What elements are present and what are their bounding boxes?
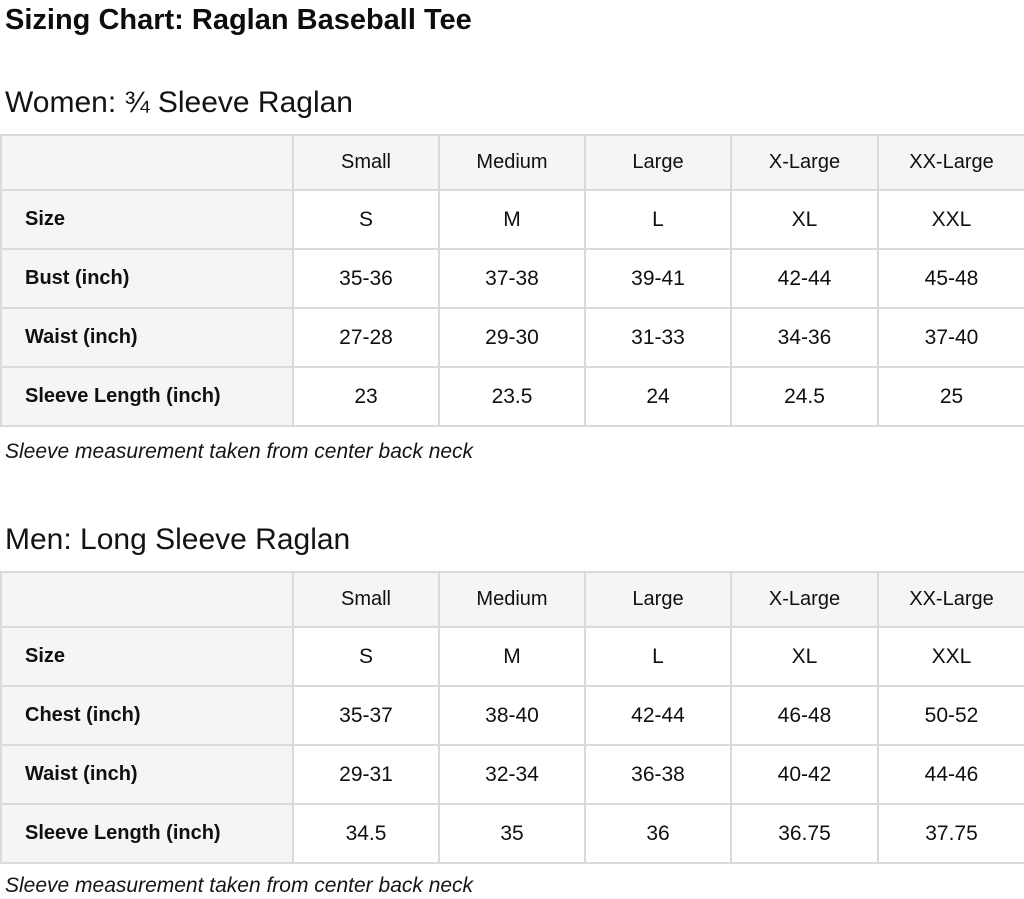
cell-waist-xl: 34-36: [730, 307, 879, 368]
page-title: Sizing Chart: Raglan Baseball Tee: [5, 4, 472, 36]
row-label-sleeve-length: Sleeve Length (inch): [0, 366, 294, 427]
column-header-small: Small: [292, 134, 440, 191]
cell-bust-l: 39-41: [584, 248, 732, 309]
row-label-bust: Bust (inch): [0, 248, 294, 309]
table-row-chest: Chest (inch) 35-37 38-40 42-44 46-48 50-…: [0, 685, 1024, 746]
cell-size-xl: XL: [730, 626, 879, 687]
table-row-sleeve: Sleeve Length (inch) 23 23.5 24 24.5 25: [0, 366, 1024, 427]
section-heading-women: Women: ¾ Sleeve Raglan: [5, 86, 353, 119]
women-sizing-table: Small Medium Large X-Large XX-Large Size…: [0, 134, 1024, 427]
column-header-large: Large: [584, 134, 732, 191]
table-header-row: Small Medium Large X-Large XX-Large: [0, 134, 1024, 191]
column-header-xxlarge: XX-Large: [877, 134, 1024, 191]
men-sizing-table: Small Medium Large X-Large XX-Large Size…: [0, 571, 1024, 864]
table-row-waist: Waist (inch) 27-28 29-30 31-33 34-36 37-…: [0, 307, 1024, 368]
cell-sleeve-s: 23: [292, 366, 440, 427]
cell-sleeve-xxl: 37.75: [877, 803, 1024, 864]
cell-size-xxl: XXL: [877, 189, 1024, 250]
table-row-bust: Bust (inch) 35-36 37-38 39-41 42-44 45-4…: [0, 248, 1024, 309]
row-label-waist: Waist (inch): [0, 744, 294, 805]
cell-chest-l: 42-44: [584, 685, 732, 746]
cell-size-l: L: [584, 626, 732, 687]
cell-size-m: M: [438, 626, 586, 687]
cell-sleeve-xl: 36.75: [730, 803, 879, 864]
column-header-xxlarge: XX-Large: [877, 571, 1024, 628]
cell-sleeve-m: 23.5: [438, 366, 586, 427]
cell-size-l: L: [584, 189, 732, 250]
cell-chest-s: 35-37: [292, 685, 440, 746]
cell-waist-xl: 40-42: [730, 744, 879, 805]
cell-waist-l: 31-33: [584, 307, 732, 368]
cell-waist-s: 27-28: [292, 307, 440, 368]
cell-sleeve-xxl: 25: [877, 366, 1024, 427]
cell-sleeve-xl: 24.5: [730, 366, 879, 427]
cell-waist-xxl: 44-46: [877, 744, 1024, 805]
row-label-sleeve-length: Sleeve Length (inch): [0, 803, 294, 864]
cell-bust-xl: 42-44: [730, 248, 879, 309]
section-heading-men: Men: Long Sleeve Raglan: [5, 523, 351, 556]
men-table-note: Sleeve measurement taken from center bac…: [5, 874, 474, 897]
cell-sleeve-l: 24: [584, 366, 732, 427]
cell-chest-xl: 46-48: [730, 685, 879, 746]
cell-size-m: M: [438, 189, 586, 250]
cell-chest-m: 38-40: [438, 685, 586, 746]
women-table-note: Sleeve measurement taken from center bac…: [5, 440, 474, 463]
corner-cell: [0, 571, 294, 628]
corner-cell: [0, 134, 294, 191]
cell-bust-s: 35-36: [292, 248, 440, 309]
cell-chest-xxl: 50-52: [877, 685, 1024, 746]
table-row-sleeve: Sleeve Length (inch) 34.5 35 36 36.75 37…: [0, 803, 1024, 864]
cell-size-s: S: [292, 189, 440, 250]
cell-waist-m: 32-34: [438, 744, 586, 805]
cell-bust-m: 37-38: [438, 248, 586, 309]
table-row-waist: Waist (inch) 29-31 32-34 36-38 40-42 44-…: [0, 744, 1024, 805]
row-label-size: Size: [0, 189, 294, 250]
cell-waist-s: 29-31: [292, 744, 440, 805]
row-label-size: Size: [0, 626, 294, 687]
cell-waist-xxl: 37-40: [877, 307, 1024, 368]
cell-sleeve-s: 34.5: [292, 803, 440, 864]
row-label-chest: Chest (inch): [0, 685, 294, 746]
cell-sleeve-m: 35: [438, 803, 586, 864]
table-row-size: Size S M L XL XXL: [0, 189, 1024, 250]
cell-waist-m: 29-30: [438, 307, 586, 368]
cell-bust-xxl: 45-48: [877, 248, 1024, 309]
table-header-row: Small Medium Large X-Large XX-Large: [0, 571, 1024, 628]
column-header-xlarge: X-Large: [730, 134, 879, 191]
column-header-small: Small: [292, 571, 440, 628]
cell-waist-l: 36-38: [584, 744, 732, 805]
column-header-medium: Medium: [438, 571, 586, 628]
cell-size-s: S: [292, 626, 440, 687]
row-label-waist: Waist (inch): [0, 307, 294, 368]
column-header-large: Large: [584, 571, 732, 628]
column-header-medium: Medium: [438, 134, 586, 191]
cell-size-xxl: XXL: [877, 626, 1024, 687]
cell-sleeve-l: 36: [584, 803, 732, 864]
cell-size-xl: XL: [730, 189, 879, 250]
table-row-size: Size S M L XL XXL: [0, 626, 1024, 687]
column-header-xlarge: X-Large: [730, 571, 879, 628]
